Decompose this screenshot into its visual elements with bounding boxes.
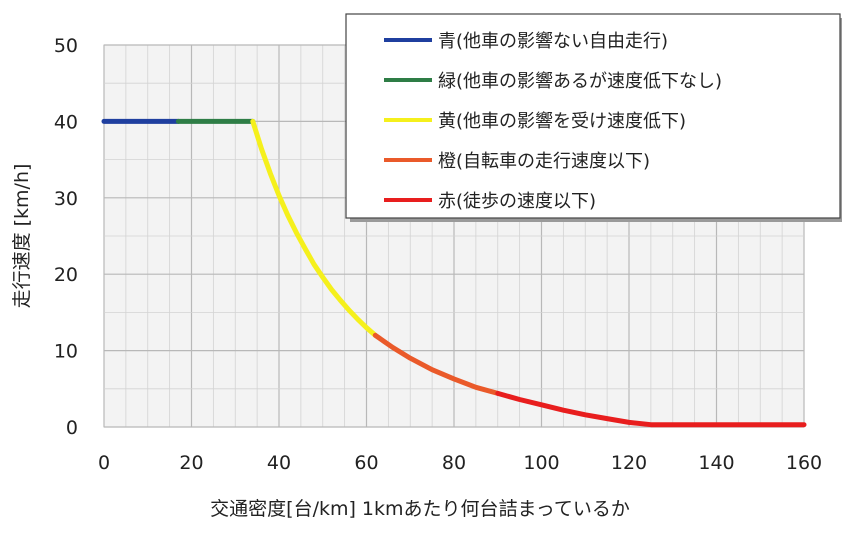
series-line [495,390,807,428]
legend: 青(他車の影響ない自由走行) 緑(他車の影響あるが速度低下なし) 黄(他車の影響を受… [345,13,842,222]
x-tick-label: 40 [267,452,291,474]
legend-label: 橙(自転車の走行速度以下) [438,151,650,172]
y-tick-label: 30 [54,188,78,210]
legend-box [345,13,841,219]
x-tick-label: 80 [442,452,466,474]
y-tick-label: 40 [54,111,78,133]
x-axis-ticks: 0 20 40 60 80 100 120 140 160 [98,452,822,474]
series-line [372,332,501,396]
y-tick-label: 10 [54,341,78,363]
x-tick-label: 100 [523,452,559,474]
y-tick-label: 20 [54,264,78,286]
y-axis-label: 走行速度 [km/h] [11,164,33,309]
x-tick-label: 120 [611,452,647,474]
x-tick-label: 60 [354,452,378,474]
x-tick-label: 0 [98,452,110,474]
x-tick-label: 20 [179,452,203,474]
series-lines [101,118,807,428]
y-tick-label: 0 [66,417,78,439]
x-axis-label: 交通密度[台/km] 1kmあたり何台詰まっているか [210,498,630,520]
legend-label: 黄(他車の影響を受け速度低下) [438,111,686,132]
x-tick-label: 160 [786,452,822,474]
x-tick-label: 140 [698,452,734,474]
legend-label: 青(他車の影響ない自由走行) [438,31,668,52]
y-axis-ticks: 0 10 20 30 40 50 [54,35,78,439]
legend-label: 緑(他車の影響あるが速度低下なし) [438,71,722,92]
legend-label: 赤(徒歩の速度以下) [438,191,596,212]
y-tick-label: 50 [54,35,78,57]
series-line [250,118,378,338]
